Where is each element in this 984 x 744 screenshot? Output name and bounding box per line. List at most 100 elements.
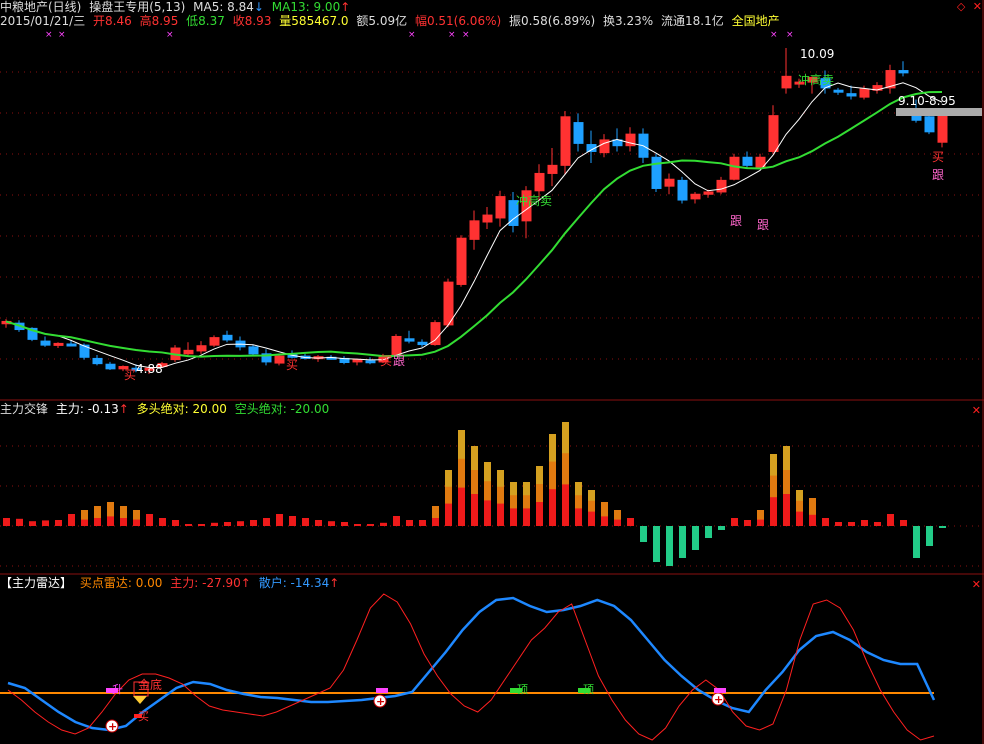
- histogram-bar: [367, 524, 374, 526]
- candle-body: [105, 363, 116, 370]
- low-price-label: 4.88: [136, 362, 163, 376]
- signal-cross: ×: [786, 30, 794, 40]
- indicator-name[interactable]: 操盘王专用(5,13): [89, 0, 186, 14]
- histogram-bar-top: [458, 430, 465, 459]
- histogram-bar: [302, 518, 309, 526]
- signal-cross: ×: [58, 30, 66, 40]
- candle-body: [716, 179, 727, 193]
- change-label: 幅0.51(6.06%): [414, 14, 502, 28]
- ma5-label: MA5: 8.84: [193, 0, 254, 14]
- pane3-retail-arrow: ↑: [329, 576, 340, 590]
- histogram-bar-top: [484, 462, 491, 482]
- signal-follow-2: 跟: [730, 214, 743, 228]
- candle-body: [729, 156, 740, 180]
- plus-icon: +: [714, 693, 723, 706]
- candle-body: [274, 355, 285, 364]
- sector-label[interactable]: 全国地产: [731, 14, 780, 28]
- candle-body: [144, 367, 155, 371]
- histogram-bar-mid: [432, 506, 439, 518]
- amplitude-label: 振0.58(6.89%): [509, 14, 596, 28]
- histogram-bar: [380, 522, 387, 526]
- candle-body: [508, 200, 519, 226]
- histogram-bar-top: [588, 490, 595, 501]
- histogram-bar: [16, 518, 23, 526]
- histogram-bar: [198, 524, 205, 526]
- range-band: [896, 108, 982, 116]
- histogram-bar: [354, 524, 361, 526]
- ma5-arrow: ↓: [253, 0, 264, 14]
- amount-label: 额5.09亿: [356, 14, 408, 28]
- close-icon[interactable]: ✕: [972, 0, 982, 13]
- candle-body: [469, 220, 480, 240]
- plus-icon: +: [376, 695, 385, 708]
- candle-body: [352, 359, 363, 363]
- candle-body: [703, 191, 714, 195]
- buy-circle-marker: [373, 694, 387, 708]
- histogram-bar: [55, 520, 62, 526]
- histogram-bar-top: [536, 466, 543, 484]
- rise-signal-label: 升: [112, 683, 123, 696]
- signal-sell-1: 冲高卖: [516, 194, 553, 208]
- candle-body: [417, 341, 428, 346]
- candle-body: [937, 114, 948, 143]
- candle-body: [248, 346, 259, 355]
- candle-body: [651, 156, 662, 189]
- candle-body: [183, 349, 194, 355]
- candle-body: [209, 337, 220, 346]
- histogram-bar: [419, 520, 426, 526]
- pane3-close-icon[interactable]: ✕: [971, 578, 981, 591]
- candle-body: [430, 322, 441, 346]
- window-controls[interactable]: ◇ ✕: [957, 0, 982, 13]
- signal-follow-4: 跟: [932, 168, 945, 182]
- candle-body: [92, 357, 103, 365]
- pane3-main-force: 主力: -27.90: [170, 576, 241, 590]
- histogram-bar: [900, 520, 907, 526]
- histogram-bar-top: [783, 446, 790, 470]
- bottom-triangle: [133, 696, 147, 704]
- histogram-bar: [848, 522, 855, 526]
- histogram-bar-top: [770, 454, 777, 476]
- top-marker: [510, 688, 522, 693]
- pane2-title[interactable]: 主力交锋: [0, 402, 49, 416]
- turnover-label: 换3.23%: [603, 14, 654, 28]
- pane3-retail: 散户: -14.34: [258, 576, 330, 590]
- histogram-bar-mid: [614, 510, 621, 520]
- candle-body: [573, 122, 584, 144]
- signal-cross: ×: [408, 30, 416, 40]
- histogram-bar: [146, 514, 153, 526]
- histogram-bar: [263, 518, 270, 526]
- histogram-bar-top: [471, 446, 478, 470]
- candle-body: [794, 81, 805, 85]
- diamond-icon[interactable]: ◇: [956, 0, 966, 13]
- candle-body: [859, 88, 870, 98]
- histogram-bar: [874, 522, 881, 526]
- candle-body: [482, 214, 493, 223]
- signal-buy-1: 买: [124, 368, 137, 382]
- bottom-signal-label: 金底: [138, 678, 163, 692]
- histogram-bar-mid: [107, 502, 114, 517]
- histogram-bar: [731, 518, 738, 526]
- histogram-bar: [627, 518, 634, 526]
- histogram-bar: [276, 514, 283, 526]
- histogram-bar: [159, 518, 166, 526]
- candle-body: [27, 327, 38, 340]
- histogram-bar: [393, 516, 400, 526]
- rise-marker: [106, 688, 118, 693]
- histogram-bar: [640, 526, 647, 542]
- pane3-buy-radar: 买点雷达: 0.00: [79, 576, 163, 590]
- rise-marker: [714, 688, 726, 693]
- ma13-line: [5, 91, 943, 358]
- pane3-title[interactable]: 【主力雷达】: [0, 576, 73, 590]
- candle-body: [664, 178, 675, 187]
- histogram-bar: [185, 524, 192, 526]
- histogram-bar: [68, 514, 75, 526]
- pane2-close-icon[interactable]: ✕: [971, 404, 981, 417]
- histogram-bar-mid: [133, 510, 140, 520]
- buy-circle-marker: [105, 719, 119, 733]
- signal-follow-1: 跟: [393, 354, 406, 368]
- candle-body: [690, 193, 701, 200]
- float-label: 流通18.1亿: [661, 14, 724, 28]
- histogram-bar: [705, 526, 712, 538]
- ma5-line: [5, 82, 943, 368]
